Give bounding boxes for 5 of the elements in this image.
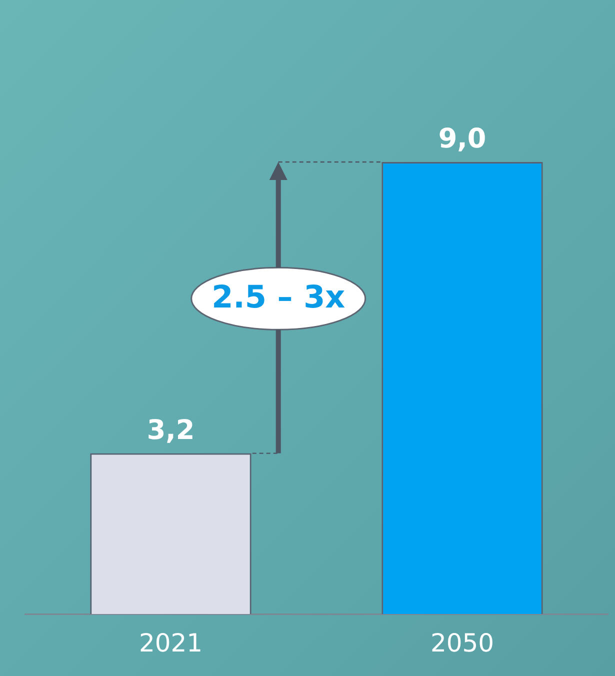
data-label: 3,2 — [146, 414, 195, 446]
data-label: 9,0 — [438, 124, 486, 155]
x-tick-label: 2050 — [430, 628, 494, 658]
x-tick-label: 2021 — [138, 628, 203, 658]
annotation: 2.5 – 3x — [212, 280, 346, 316]
